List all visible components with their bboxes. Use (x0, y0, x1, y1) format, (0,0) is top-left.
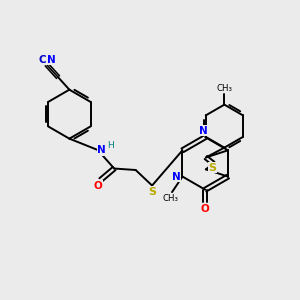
Text: N: N (172, 172, 180, 182)
Text: C: C (39, 55, 46, 65)
Text: S: S (208, 163, 216, 173)
Text: CH₃: CH₃ (216, 84, 232, 93)
Text: N: N (47, 55, 56, 65)
Text: N: N (97, 145, 106, 155)
Text: CH₃: CH₃ (163, 194, 178, 202)
Text: S: S (149, 187, 157, 196)
Text: H: H (107, 141, 114, 150)
Text: O: O (94, 181, 103, 191)
Text: O: O (201, 204, 210, 214)
Text: N: N (200, 126, 208, 136)
